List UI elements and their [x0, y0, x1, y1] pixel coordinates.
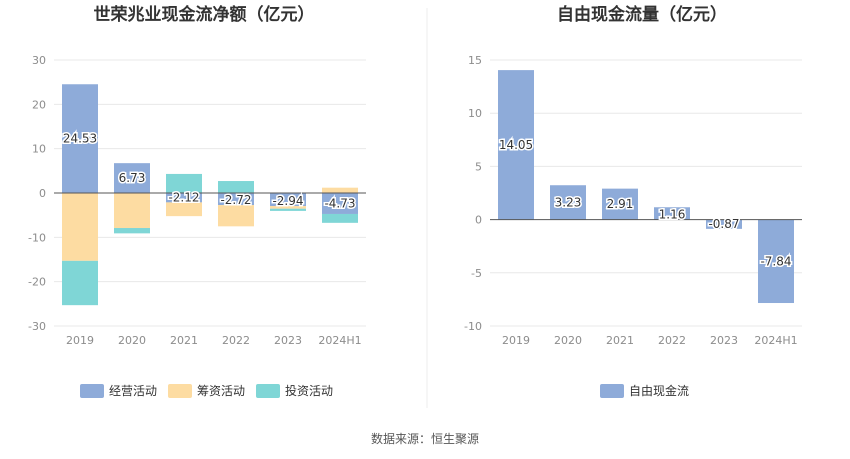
- bar-自由现金流-2022: [654, 207, 690, 220]
- bar-经营活动-2023: [270, 193, 306, 207]
- legend-swatch-投资活动: [256, 384, 280, 398]
- x-tick-label: 2021: [606, 334, 634, 347]
- data-label: 3.23: [555, 195, 582, 209]
- data-label: 24.53: [63, 132, 97, 146]
- data-label: 1.16: [659, 207, 686, 221]
- bar-投资活动-2020: [114, 228, 150, 234]
- bar-经营活动-2021: [166, 193, 202, 203]
- x-tick-label: 2019: [502, 334, 530, 347]
- data-label: -2.94: [272, 194, 303, 208]
- data-label: 2.91: [607, 197, 634, 211]
- x-tick-label: 2023: [710, 334, 738, 347]
- x-tick-label: 2021: [170, 334, 198, 347]
- legend-swatch-自由现金流: [600, 384, 624, 398]
- legend-label: 筹资活动: [197, 384, 245, 398]
- bar-自由现金流-2019: [498, 70, 534, 220]
- bar-筹资活动-2023: [270, 206, 306, 209]
- bar-投资活动-2021: [166, 173, 202, 193]
- y-tick-label: 5: [475, 160, 482, 173]
- bar-筹资活动-2022: [218, 205, 254, 227]
- bar-自由现金流-2023: [706, 219, 742, 229]
- x-tick-label: 2024H1: [318, 334, 361, 347]
- y-tick-label: -20: [28, 276, 46, 289]
- bar-自由现金流-2021: [602, 188, 638, 220]
- legend-label: 投资活动: [285, 383, 333, 398]
- data-label: 14.05: [499, 138, 533, 152]
- data-label: 6.73: [119, 171, 146, 185]
- data-label: -4.73: [324, 196, 355, 210]
- cashflow-chart: 世荣兆业现金流净额（亿元） -30 -20 -10 0 10 20 30 24.53 6.73 -…: [28, 4, 366, 398]
- x-tick-label: 2024H1: [754, 334, 797, 347]
- x-tick-label: 2023: [274, 334, 302, 347]
- y-tick-label: 10: [32, 143, 46, 156]
- bar-投资活动-2019: [62, 260, 98, 306]
- data-label: -2.72: [220, 193, 251, 207]
- legend-label: 经营活动: [109, 384, 157, 398]
- bar-筹资活动-2024H1: [322, 187, 358, 193]
- bar-经营活动-2019: [62, 84, 98, 193]
- x-tick-label: 2022: [658, 334, 686, 347]
- bar-自由现金流-2024H1: [758, 219, 794, 304]
- chart-title: 世荣兆业现金流净额（亿元）: [94, 4, 315, 25]
- legend-label: 自由现金流: [629, 383, 689, 398]
- bar-投资活动-2022: [218, 181, 254, 193]
- bar-经营活动-2024H1: [322, 193, 358, 214]
- bar-筹资活动-2020: [114, 193, 150, 229]
- bar-投资活动-2024H1: [322, 213, 358, 223]
- x-tick-label: 2022: [222, 334, 250, 347]
- legend-swatch-经营活动: [80, 384, 104, 398]
- x-tick-label: 2020: [554, 334, 582, 347]
- y-tick-label: -10: [28, 231, 46, 244]
- bar-经营活动-2022: [218, 193, 254, 206]
- x-tick-label: 2020: [118, 334, 146, 347]
- data-label: -7.84: [760, 254, 791, 268]
- data-label: -2.12: [168, 190, 199, 204]
- y-tick-label: -5: [471, 267, 482, 280]
- y-tick-label: 0: [475, 214, 482, 227]
- legend-swatch-筹资活动: [168, 384, 192, 398]
- y-tick-label: -30: [28, 320, 46, 333]
- free-cashflow-chart: 自由现金流量（亿元） -10 -5 0 5 10 15 14.05 3.23 2.91 1.16 -…: [464, 4, 802, 398]
- y-tick-label: -10: [464, 320, 482, 333]
- x-tick-label: 2019: [66, 334, 94, 347]
- y-tick-label: 20: [32, 98, 46, 111]
- bar-投资活动-2023: [270, 208, 306, 211]
- data-source: 数据来源：恒生聚源: [371, 431, 479, 446]
- y-tick-label: 0: [39, 187, 46, 200]
- bar-经营活动-2020: [114, 163, 150, 193]
- chart-title: 自由现金流量（亿元）: [557, 4, 727, 25]
- data-label: -0.87: [708, 217, 739, 231]
- y-tick-label: 30: [32, 54, 46, 67]
- bar-筹资活动-2021: [166, 202, 202, 217]
- bar-筹资活动-2019: [62, 193, 98, 261]
- bar-自由现金流-2020: [550, 185, 586, 220]
- y-tick-label: 10: [468, 107, 482, 120]
- y-tick-label: 15: [468, 54, 482, 67]
